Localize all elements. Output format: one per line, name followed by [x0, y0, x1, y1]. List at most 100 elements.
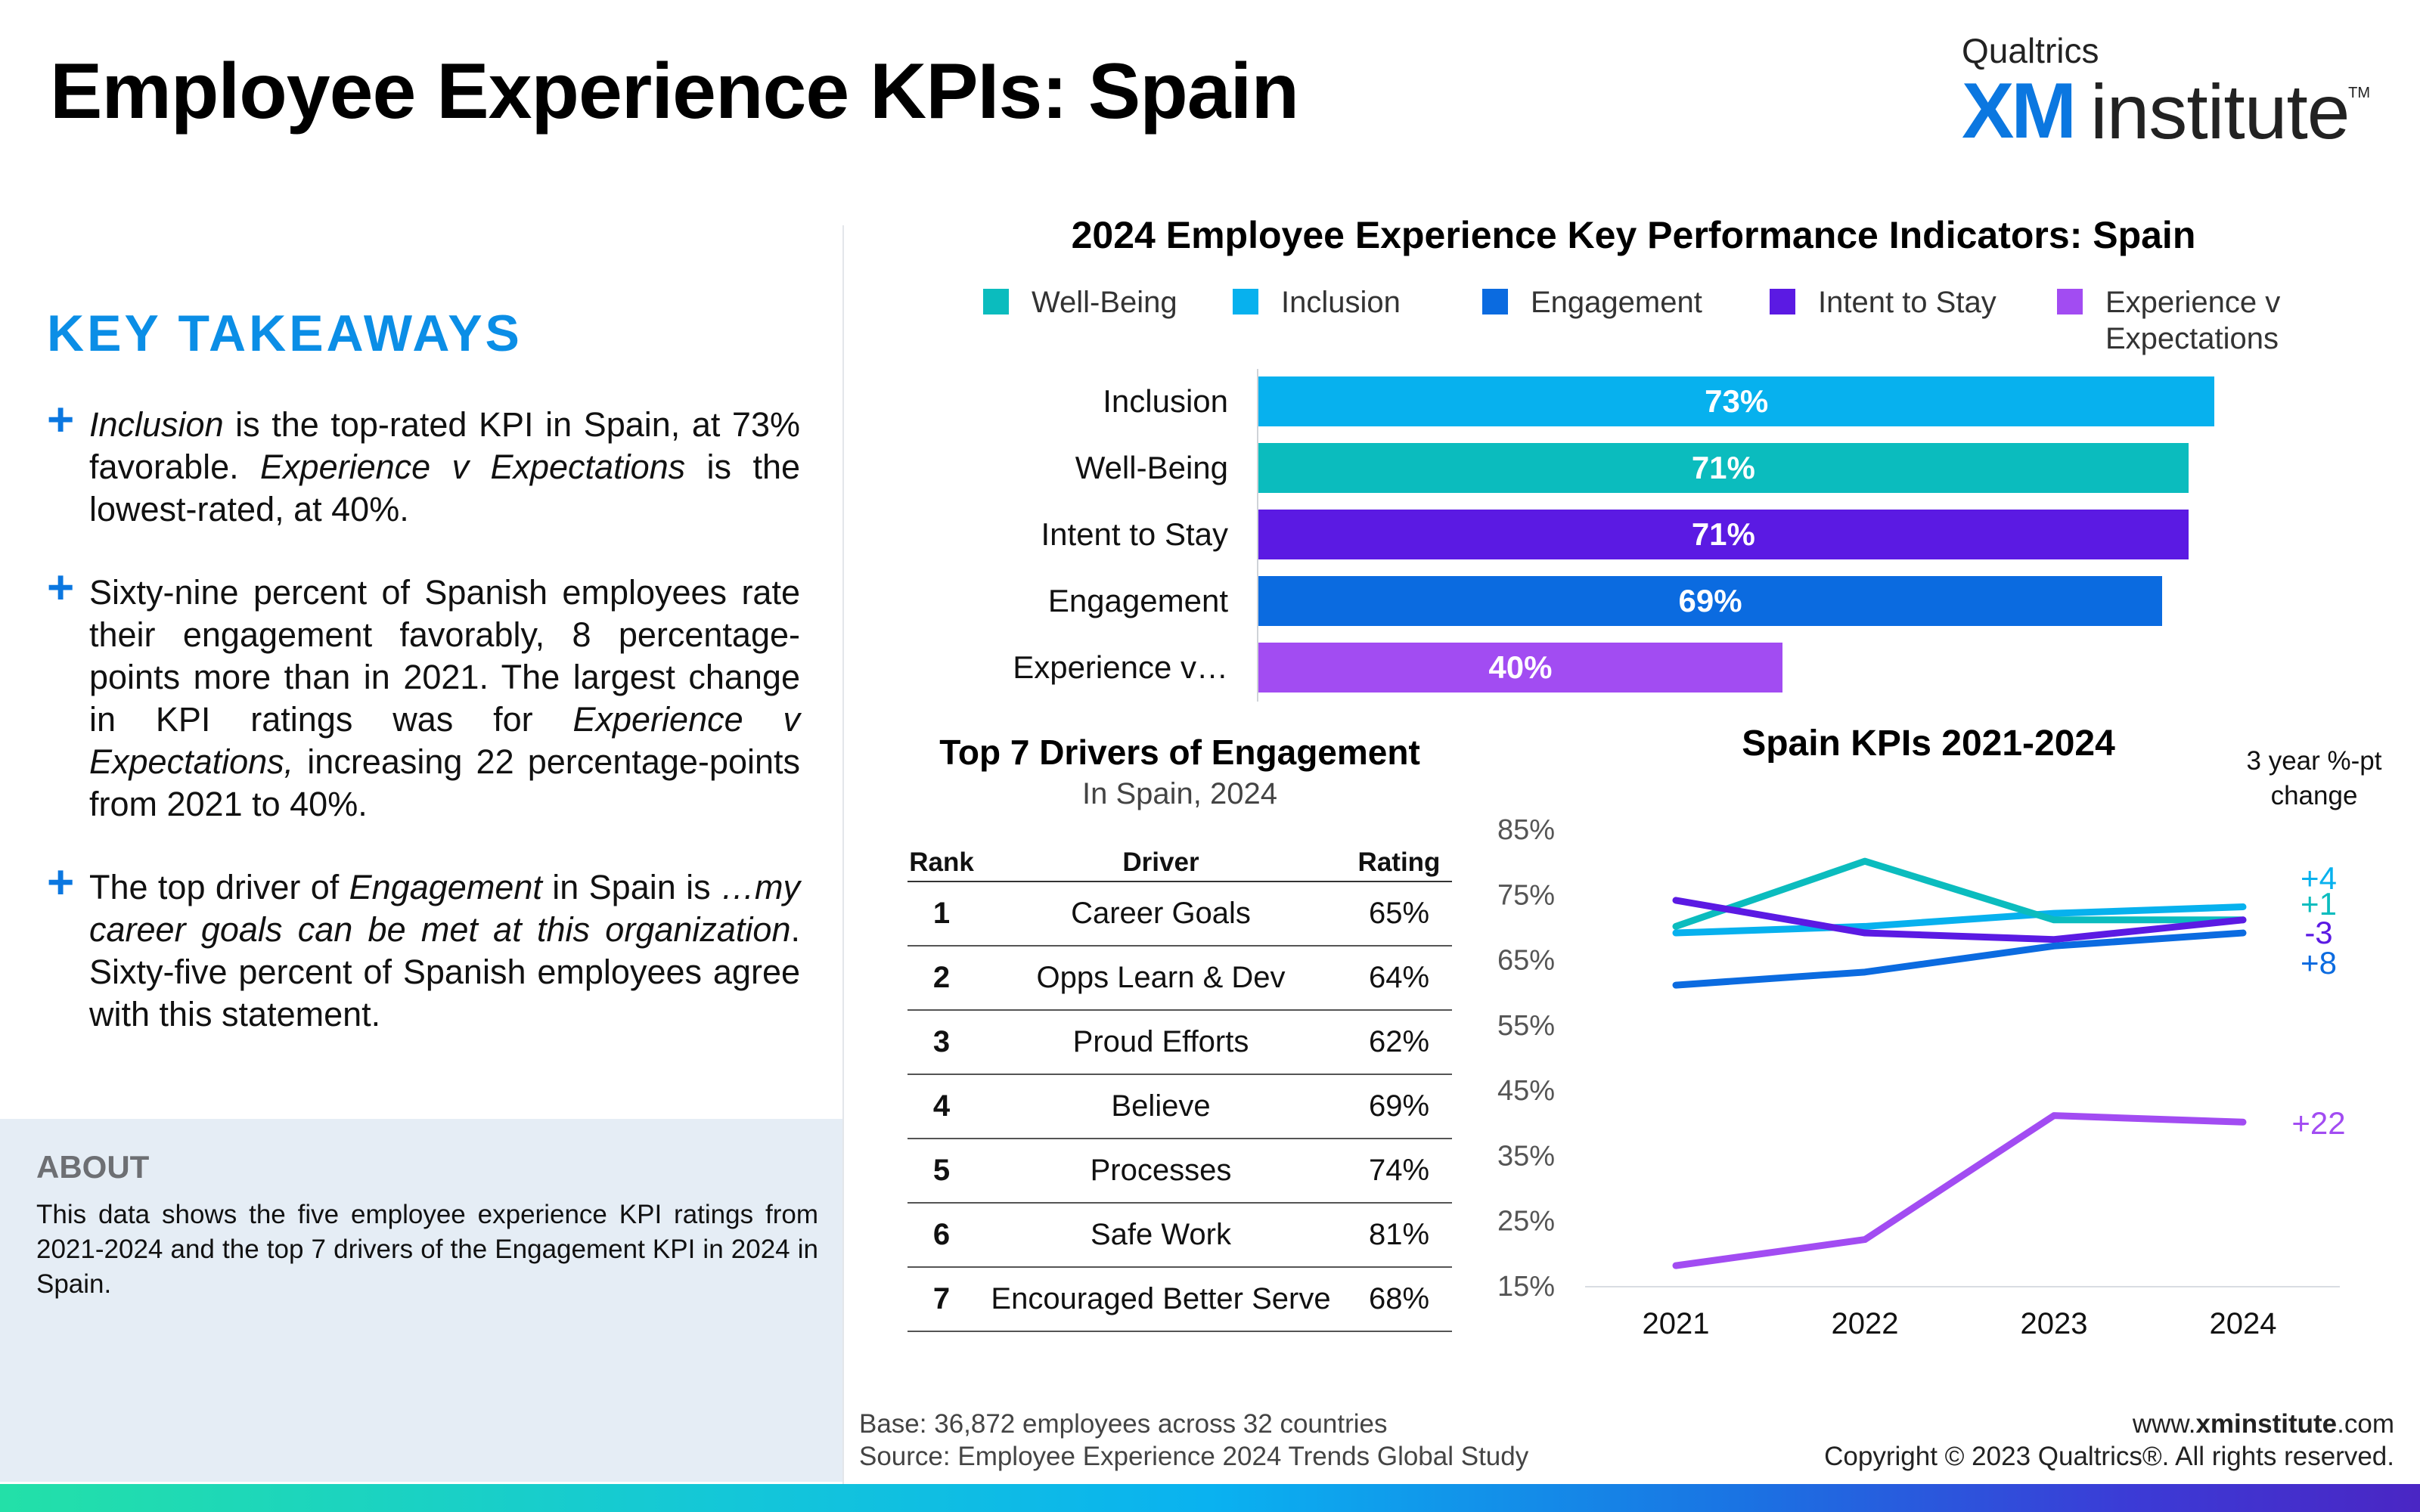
- driver-cell: Processes: [976, 1139, 1346, 1204]
- legend-label: Experience v Expectations: [2105, 286, 2281, 355]
- legend-swatch: [983, 289, 1009, 314]
- bar-row: Well-Being 71%: [870, 443, 2344, 493]
- rating-cell: 65%: [1346, 881, 1452, 947]
- driver-cell: Believe: [976, 1074, 1346, 1139]
- takeaway-text: Experience v Expectations: [260, 448, 686, 486]
- base-note: Base: 36,872 employees across 32 countri…: [859, 1409, 1388, 1439]
- takeaway-item: + The top driver of Engagement in Spain i…: [47, 860, 800, 1036]
- series-line: [1672, 903, 2247, 937]
- plus-icon: +: [47, 562, 75, 614]
- xm-institute-logo[interactable]: Qualtrics XM institute TM: [1962, 30, 2370, 155]
- bar-value-label: 71%: [1691, 516, 1755, 552]
- table-row: 1 Career Goals 65%: [908, 881, 1452, 947]
- key-takeaways-heading: KEY TAKEAWAYS: [47, 305, 523, 362]
- drivers-table: Rank Driver Rating 1 Career Goals 65% 2 Opps…: [908, 844, 1452, 1332]
- bar-chart-axis: [1257, 369, 1258, 702]
- bar-value-label: 71%: [1691, 450, 1755, 485]
- about-text: This data shows the five employee experi…: [36, 1200, 818, 1299]
- series-line: [1672, 897, 2247, 943]
- url-suffix: .com: [2337, 1409, 2394, 1439]
- takeaway-text: increasing 22 percentage-points from 202…: [89, 742, 800, 823]
- bar: [1258, 443, 2189, 493]
- takeaway-text: in Spain is: [541, 868, 721, 906]
- change-label: -3: [2304, 915, 2332, 950]
- logo-trademark: TM: [2348, 85, 2370, 101]
- website-link[interactable]: www.xminstitute.com: [1824, 1408, 2394, 1440]
- y-tick-label: 15%: [1497, 1271, 1555, 1303]
- bar-category-label: Inclusion: [1103, 383, 1228, 419]
- series-line: [1672, 929, 2247, 989]
- rank-cell: 5: [908, 1139, 976, 1204]
- change-label: +1: [2301, 886, 2337, 922]
- kpi-bar-chart: Inclusion 73% Well-Being 71% Intent to Stay 7…: [870, 361, 2344, 709]
- driver-header: Driver: [976, 844, 1346, 882]
- table-row: 3 Proud Efforts 62%: [908, 1010, 1452, 1075]
- bar-category-label: Engagement: [1047, 583, 1228, 618]
- drivers-title: Top 7 Drivers of Engagement: [939, 733, 1420, 772]
- x-tick-label: 2023: [2021, 1307, 2088, 1340]
- line-chart-title: Spain KPIs 2021-2024: [1742, 723, 2115, 764]
- drivers-header-row: Rank Driver Rating: [908, 844, 1452, 882]
- logo-xm-text: XM: [1962, 67, 2077, 155]
- y-tick-label: 85%: [1497, 814, 1555, 846]
- rating-cell: 64%: [1346, 946, 1452, 1011]
- bar-category-label: Intent to Stay: [1041, 516, 1229, 552]
- legend-item: Engagement: [1482, 284, 1702, 321]
- takeaway-text: is the lowest-rated, at 40%.: [89, 448, 801, 528]
- takeaway-text: Engagement: [349, 868, 542, 906]
- rank-cell: 4: [908, 1074, 976, 1139]
- legend-item: Inclusion: [1233, 284, 1401, 321]
- bar-row: Engagement 69%: [870, 576, 2344, 626]
- legend-label: Inclusion: [1281, 286, 1401, 319]
- source-note: Source: Employee Experience 2024 Trends …: [859, 1442, 1529, 1471]
- takeaway-item: + Sixty-nine percent of Spanish employees…: [47, 565, 800, 826]
- rank-cell: 6: [908, 1203, 976, 1268]
- bar-category-label: Well-Being: [1075, 450, 1228, 485]
- bar-row: Intent to Stay 71%: [870, 510, 2344, 559]
- y-tick-label: 55%: [1497, 1010, 1555, 1042]
- driver-cell: Encouraged Better Serve: [976, 1267, 1346, 1332]
- change-label: +8: [2301, 945, 2337, 981]
- legend-label: Engagement: [1531, 286, 1702, 319]
- x-tick-label: 2024: [2210, 1307, 2277, 1340]
- table-row: 2 Opps Learn & Dev 64%: [908, 946, 1452, 1011]
- driver-cell: Opps Learn & Dev: [976, 946, 1346, 1011]
- rank-cell: 3: [908, 1010, 976, 1075]
- drivers-subtitle: In Spain, 2024: [1082, 777, 1277, 810]
- driver-cell: Safe Work: [976, 1203, 1346, 1268]
- bar-value-label: 69%: [1678, 583, 1742, 618]
- takeaway-text: Inclusion: [89, 405, 224, 444]
- rank-header: Rank: [908, 844, 976, 882]
- rating-cell: 81%: [1346, 1203, 1452, 1268]
- legend-swatch: [2057, 289, 2083, 314]
- y-tick-label: 25%: [1497, 1206, 1555, 1238]
- table-row: 7 Encouraged Better Serve 68%: [908, 1267, 1452, 1332]
- takeaway-text: is the top-rated KPI in Spain, at 73% fa…: [89, 405, 800, 486]
- legend-item: Intent to Stay: [1770, 284, 1996, 321]
- legend-item: Experience v Expectations: [2057, 284, 2302, 357]
- bar-category-label: Experience v…: [1013, 649, 1228, 685]
- bar-chart-title: 2024 Employee Experience Key Performance…: [1071, 214, 2196, 256]
- x-tick-label: 2022: [1832, 1307, 1899, 1340]
- table-row: 6 Safe Work 81%: [908, 1203, 1452, 1268]
- footnote-right: www.xminstitute.com Copyright © 2023 Qua…: [1824, 1408, 2394, 1473]
- takeaway-item: + Inclusion is the top-rated KPI in Spain…: [47, 397, 801, 531]
- bar-value-label: 40%: [1488, 649, 1553, 685]
- bar: [1258, 643, 1782, 692]
- takeaway-text: …my career goals can be met at this orga…: [89, 868, 800, 949]
- driver-cell: Career Goals: [976, 881, 1346, 947]
- series-line: [1672, 857, 2247, 930]
- key-takeaways-list: + Inclusion is the top-rated KPI in Spain…: [47, 397, 801, 1077]
- bar: [1258, 376, 2215, 426]
- takeaway-text: Experience v Expectations,: [89, 700, 800, 781]
- rank-cell: 2: [908, 946, 976, 1011]
- url-domain: xminstitute: [2195, 1409, 2338, 1439]
- rating-cell: 74%: [1346, 1139, 1452, 1204]
- plus-icon: +: [47, 857, 75, 909]
- takeaway-text: . Sixty-five percent of Spanish employee…: [89, 910, 800, 1033]
- rank-cell: 1: [908, 881, 976, 947]
- rank-cell: 7: [908, 1267, 976, 1332]
- bar-row: Inclusion 73%: [870, 376, 2344, 426]
- legend-swatch: [1233, 289, 1258, 314]
- bar: [1258, 510, 2189, 559]
